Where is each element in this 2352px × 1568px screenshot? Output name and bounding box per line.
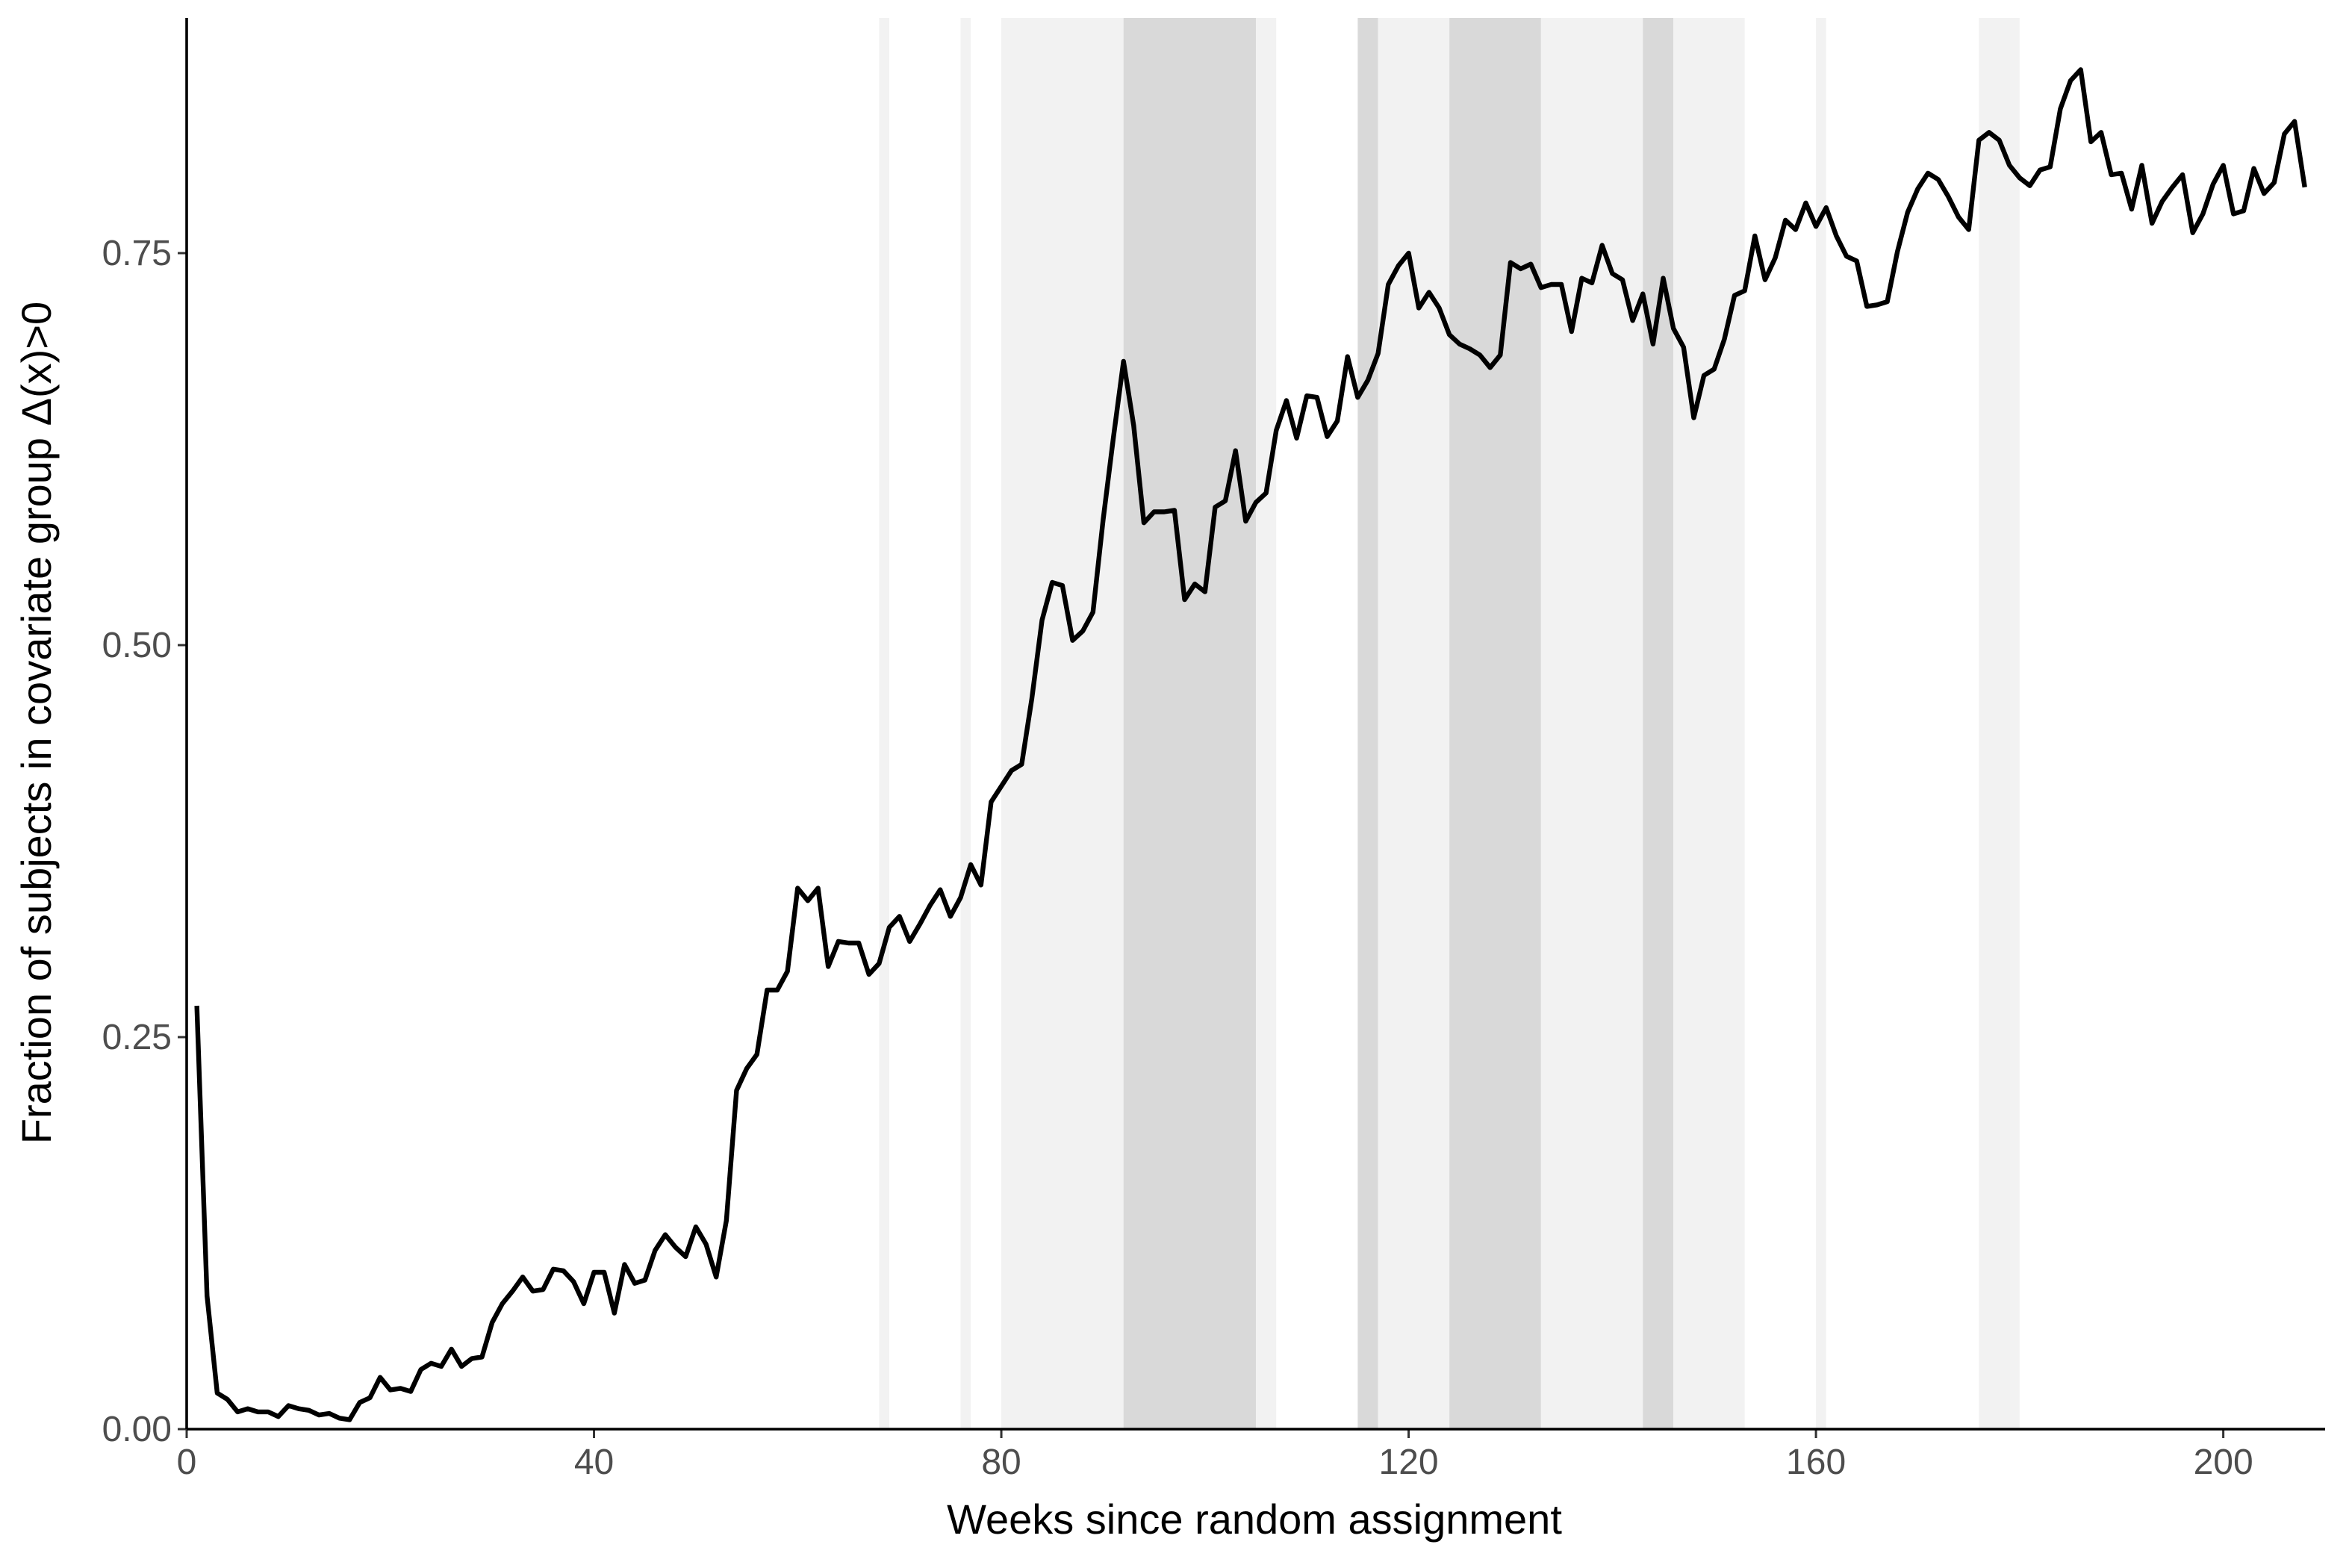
shaded-band [1673, 18, 1745, 1429]
x-tick-label: 80 [981, 1443, 1021, 1482]
y-tick-label: 0.75 [102, 234, 172, 273]
y-axis-title: Fraction of subjects in covariate group … [13, 302, 60, 1144]
shaded-band [879, 18, 890, 1429]
shaded-band [1123, 18, 1256, 1429]
x-tick-label: 0 [177, 1443, 197, 1482]
shaded-band [1540, 18, 1643, 1429]
x-tick-label: 200 [2194, 1443, 2253, 1482]
y-tick-label: 0.00 [102, 1410, 172, 1449]
x-tick-label: 160 [1786, 1443, 1846, 1482]
x-tick-label: 40 [574, 1443, 614, 1482]
x-tick-label: 120 [1379, 1443, 1439, 1482]
shaded-band [960, 18, 971, 1429]
shaded-band [1378, 18, 1450, 1429]
shaded-band [1256, 18, 1277, 1429]
shaded-band [1979, 18, 2020, 1429]
shaded-band [1449, 18, 1541, 1429]
y-tick-label: 0.50 [102, 626, 172, 665]
shaded-band [1001, 18, 1124, 1429]
shaded-band [1357, 18, 1378, 1429]
y-tick-label: 0.25 [102, 1018, 172, 1057]
shaded-band [1816, 18, 1826, 1429]
data-line [194, 67, 2307, 1422]
shaded-band [1643, 18, 1674, 1429]
x-axis-title: Weeks since random assignment [947, 1496, 1562, 1543]
